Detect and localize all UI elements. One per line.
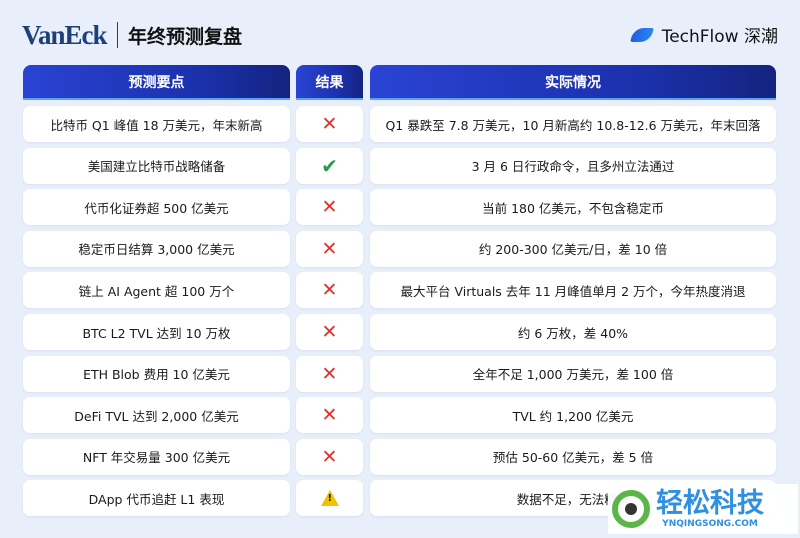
prediction-cell: 比特币 Q1 峰值 18 万美元，年末新高: [23, 106, 290, 142]
prediction-cell: NFT 年交易量 300 亿美元: [23, 438, 290, 475]
cross-icon: ✕: [321, 445, 338, 468]
actual-cell: 约 6 万枚，差 40%: [370, 314, 776, 350]
actual-cell: Q1 暴跌至 7.8 万美元，10 月新高约 10.8-12.6 万美元，年末回…: [370, 106, 776, 142]
prediction-cell: BTC L2 TVL 达到 10 万枚: [23, 314, 290, 350]
result-cell: ✕: [296, 355, 363, 392]
cross-icon: ✕: [321, 279, 338, 302]
vaneck-logo: VanEck: [22, 19, 108, 50]
watermark-logo-icon: [612, 490, 650, 528]
watermark: 轻松科技 YNQINGSONG.COM: [608, 484, 798, 534]
prediction-cell: 链上 AI Agent 超 100 万个: [23, 272, 290, 309]
column-header-prediction: 预测要点: [23, 65, 290, 100]
result-cell: !: [296, 480, 363, 517]
header: VanEck 年终预测复盘: [22, 18, 242, 52]
cross-icon: ✕: [321, 237, 338, 260]
actual-cell: 约 200-300 亿美元/日，差 10 倍: [370, 230, 776, 267]
warning-mark: !: [327, 493, 333, 505]
brand-name: TechFlow 深潮: [661, 27, 778, 47]
actual-cell: 全年不足 1,000 万美元，差 100 倍: [370, 355, 776, 392]
result-cell: ✔: [296, 147, 363, 184]
result-cell: ✕: [296, 230, 363, 267]
actual-cell: 当前 180 亿美元，不包含稳定币: [370, 189, 776, 226]
actual-cell: 3 月 6 日行政命令，且多州立法通过: [370, 147, 776, 184]
result-cell: ✕: [296, 438, 363, 475]
cross-icon: ✕: [321, 404, 338, 427]
watermark-name: 轻松科技: [656, 488, 764, 519]
page-title: 年终预测复盘: [128, 25, 243, 48]
result-cell: ✕: [296, 314, 363, 350]
watermark-url: YNQINGSONG.COM: [662, 519, 758, 529]
techflow-brand: TechFlow 深潮: [629, 22, 778, 47]
warning-icon: !: [320, 490, 339, 507]
result-cell: ✕: [296, 272, 363, 309]
prediction-cell: DApp 代币追赶 L1 表现: [23, 480, 290, 517]
result-cell: ✕: [296, 189, 363, 226]
column-header-actual: 实际情况: [370, 65, 776, 100]
cross-icon: ✕: [321, 196, 338, 219]
cross-icon: ✕: [321, 113, 338, 135]
result-cell: ✕: [296, 106, 363, 142]
actual-cell: 最大平台 Virtuals 去年 11 月峰值单月 2 万个，今年热度消退: [370, 272, 776, 309]
prediction-cell: 稳定币日结算 3,000 亿美元: [23, 230, 290, 267]
prediction-cell: 美国建立比特币战略储备: [23, 147, 290, 184]
actual-cell: TVL 约 1,200 亿美元: [370, 397, 776, 434]
prediction-cell: DeFi TVL 达到 2,000 亿美元: [23, 397, 290, 434]
prediction-cell: 代币化证券超 500 亿美元: [23, 189, 290, 226]
prediction-cell: ETH Blob 费用 10 亿美元: [23, 355, 290, 392]
actual-cell: 预估 50-60 亿美元，差 5 倍: [370, 438, 776, 475]
check-icon: ✔: [321, 153, 338, 178]
result-cell: ✕: [296, 397, 363, 434]
cross-icon: ✕: [321, 321, 338, 343]
column-header-result: 结果: [296, 65, 363, 100]
divider: [116, 22, 119, 48]
cross-icon: ✕: [321, 362, 338, 385]
techflow-leaf-icon: [629, 27, 654, 42]
